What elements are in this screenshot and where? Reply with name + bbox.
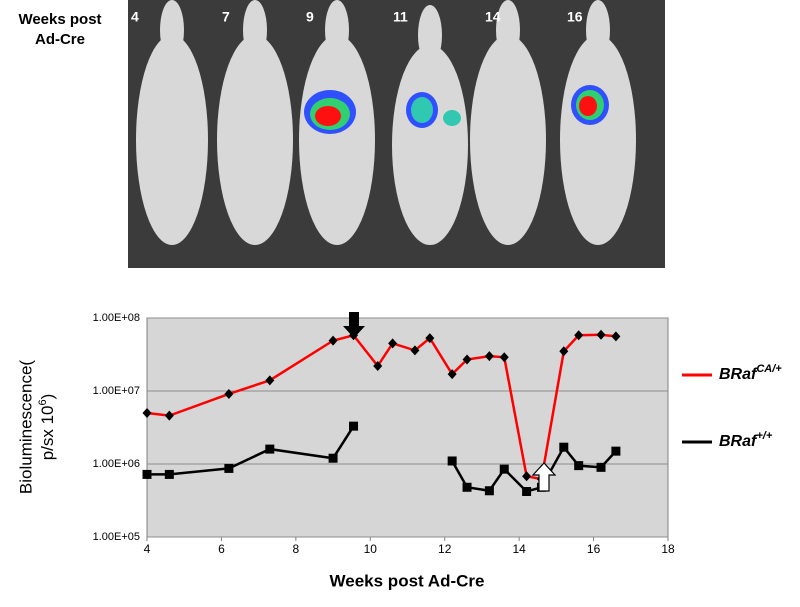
x-tick-label: 14 — [512, 542, 526, 556]
plot-area — [146, 317, 669, 538]
image-label: 9 — [306, 9, 314, 25]
marker — [224, 463, 234, 473]
series-line — [146, 333, 617, 481]
legend-label: BRaf+/+ — [719, 430, 773, 450]
marker — [484, 351, 494, 362]
marker — [349, 421, 359, 431]
marker — [164, 410, 174, 421]
marker — [559, 346, 569, 357]
y-tick-label: 1.00E+07 — [93, 385, 140, 397]
legend-name: BRaf — [719, 366, 758, 383]
marker — [611, 446, 621, 456]
marker — [425, 333, 435, 344]
image-label: 11 — [393, 9, 408, 25]
marker — [373, 361, 383, 372]
marker — [596, 329, 606, 340]
y-label-text: p/sx 10 — [38, 405, 57, 460]
marker — [522, 471, 532, 482]
legend-label: BRafCA/+ — [719, 363, 782, 383]
x-tick-label: 4 — [144, 542, 151, 556]
arrows — [343, 312, 557, 492]
marker — [328, 453, 338, 463]
marker — [522, 487, 532, 497]
image-title: Ad-Cre — [35, 31, 85, 48]
x-tick-label: 16 — [587, 542, 601, 556]
marker — [596, 462, 606, 472]
marker — [574, 461, 584, 471]
image-label: 14 — [485, 9, 501, 25]
marker — [462, 354, 472, 365]
marker — [224, 388, 234, 399]
marker — [462, 482, 472, 492]
marker — [164, 469, 174, 479]
legend-name: BRaf — [719, 433, 758, 450]
marker — [142, 407, 152, 418]
image-label: 16 — [567, 9, 583, 25]
image-label: 7 — [222, 9, 230, 25]
y-label-text: ) — [38, 394, 57, 400]
y-tick-label: 1.00E+06 — [93, 458, 140, 470]
legend-superscript: +/+ — [756, 430, 772, 442]
y-tick-label: 1.00E+08 — [93, 312, 140, 324]
marker — [499, 464, 509, 474]
marker — [484, 486, 494, 496]
y-axis-label: p/sx 106) — [37, 394, 58, 461]
legend-superscript: CA/+ — [756, 363, 782, 375]
marker — [142, 469, 152, 479]
x-axis-label: Weeks post Ad-Cre — [330, 571, 485, 590]
marker — [388, 338, 398, 349]
x-tick-label: 18 — [661, 542, 675, 556]
legend: BRafCA/+BRaf+/+ — [682, 363, 782, 450]
x-tick-label: 10 — [364, 542, 378, 556]
marker — [328, 335, 338, 346]
marker — [265, 375, 275, 386]
y-tick-label: 1.00E+05 — [93, 531, 140, 543]
marker — [410, 345, 420, 356]
image-title: Weeks post — [18, 11, 101, 28]
arrow-up — [531, 462, 557, 492]
marker — [499, 352, 509, 363]
arrow-down — [343, 312, 365, 338]
plot: 1.00E+05 1.00E+06 1.00E+07 1.00E+08 4 6 8 10 12 1… — [93, 312, 675, 556]
y-label-superscript: 6 — [37, 399, 49, 405]
marker — [611, 331, 621, 342]
marker — [447, 456, 457, 466]
x-tick-label: 8 — [293, 542, 300, 556]
photo-panel: 4 7 9 11 14 16 — [128, 0, 665, 268]
marker — [447, 369, 457, 380]
mice — [136, 0, 636, 245]
marker — [574, 330, 584, 341]
x-tick-label: 6 — [218, 542, 225, 556]
signal-blobs — [304, 85, 609, 134]
x-tick-label: 12 — [438, 542, 452, 556]
marker — [559, 442, 569, 452]
marker — [265, 444, 275, 454]
y-axis-label: Bioluminescence( — [16, 360, 35, 495]
image-label: 4 — [131, 9, 139, 25]
